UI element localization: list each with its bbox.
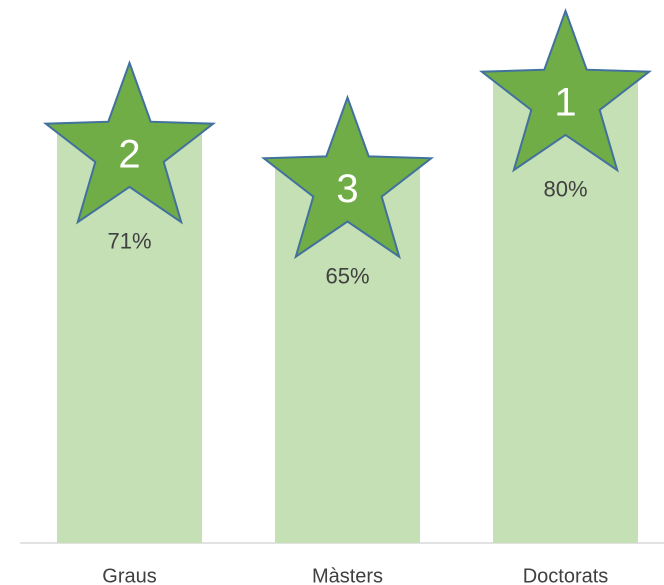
rank-label: 1 <box>554 80 576 124</box>
rank-label: 3 <box>336 167 358 211</box>
x-tick-label: Màsters <box>312 565 383 585</box>
x-tick-label: Graus <box>102 565 156 585</box>
bar <box>57 132 202 544</box>
bar <box>275 167 420 543</box>
rank-star <box>42 59 217 225</box>
value-label: 80% <box>543 177 587 202</box>
bar <box>493 80 638 543</box>
value-label: 65% <box>325 263 369 288</box>
rank-label: 2 <box>118 132 140 176</box>
x-tick-label: Doctorats <box>523 565 609 585</box>
rank-star <box>478 7 653 173</box>
value-label: 71% <box>107 229 151 254</box>
rank-star <box>260 94 435 260</box>
